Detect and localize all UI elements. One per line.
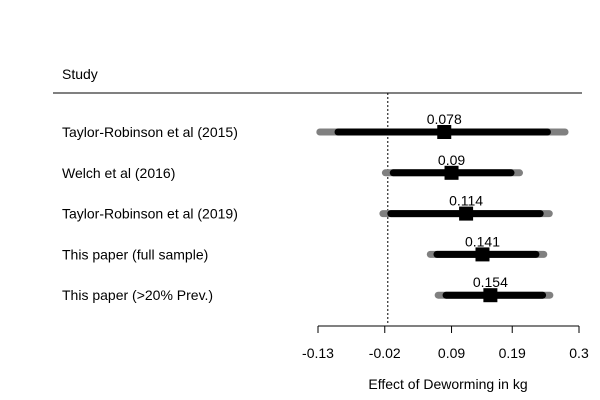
x-tick-label: 0.19	[499, 345, 526, 361]
x-tick-label: -0.02	[369, 345, 401, 361]
study-row: Welch et al (2016) 0.09	[62, 152, 524, 181]
estimate-label: 0.141	[465, 233, 500, 249]
point-estimate-marker	[475, 247, 490, 262]
point-estimate-marker	[459, 206, 474, 221]
x-tick-label: 0.3	[569, 345, 589, 361]
estimate-label: 0.09	[438, 152, 465, 168]
x-tick-label: -0.13	[302, 345, 334, 361]
estimate-label: 0.114	[449, 193, 483, 209]
study-label: Taylor-Robinson et al (2015)	[62, 124, 238, 140]
study-label: This paper (>20% Prev.)	[62, 287, 213, 303]
point-estimate-marker	[437, 125, 452, 139]
x-axis-label: Effect of Deworming in kg	[368, 376, 527, 392]
point-estimate-marker	[444, 165, 459, 180]
study-row: This paper (full sample) 0.141	[62, 233, 548, 262]
study-row: This paper (>20% Prev.) 0.154	[62, 274, 554, 303]
study-label: Welch et al (2016)	[62, 165, 175, 181]
estimate-label: 0.154	[473, 274, 508, 290]
study-row: Taylor-Robinson et al (2015) 0.078	[62, 111, 569, 140]
header-study-label: Study	[62, 66, 98, 82]
study-row: Taylor-Robinson et al (2019) 0.114	[62, 193, 553, 222]
study-label: This paper (full sample)	[62, 246, 208, 262]
estimate-label: 0.078	[427, 111, 462, 127]
point-estimate-marker	[483, 288, 498, 303]
x-tick-label: 0.09	[438, 345, 465, 361]
study-label: Taylor-Robinson et al (2019)	[62, 206, 238, 222]
